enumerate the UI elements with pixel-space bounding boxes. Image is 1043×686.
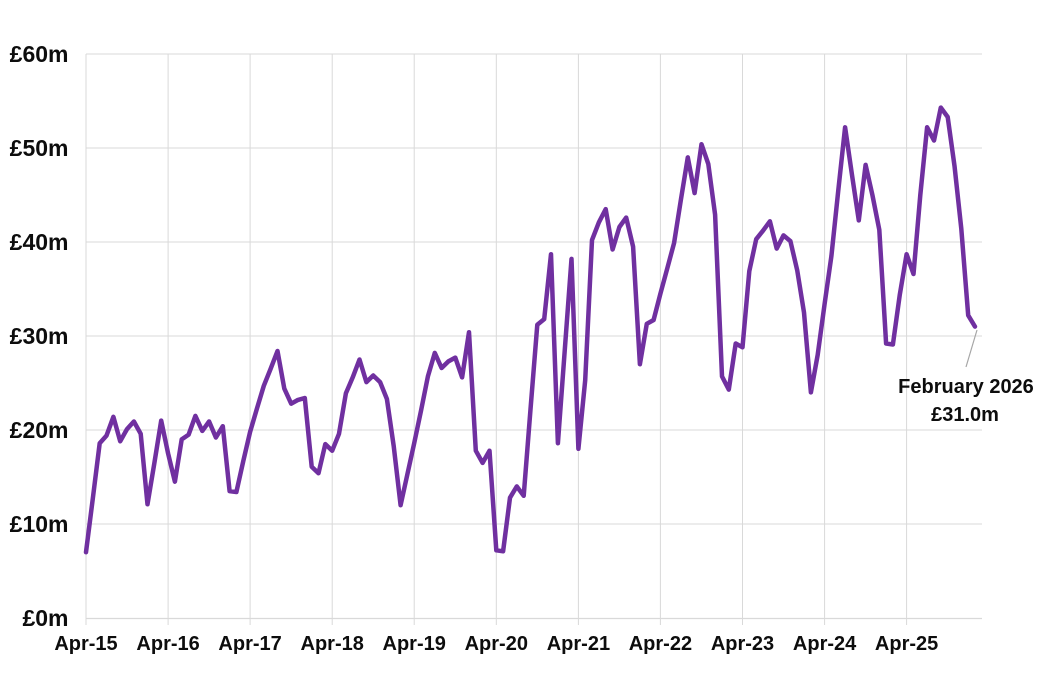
svg-text:£20m: £20m bbox=[10, 417, 69, 443]
svg-text:£50m: £50m bbox=[10, 135, 69, 161]
svg-text:Apr-20: Apr-20 bbox=[465, 633, 528, 655]
svg-text:£40m: £40m bbox=[10, 229, 69, 255]
svg-text:Apr-24: Apr-24 bbox=[793, 633, 857, 655]
svg-text:Apr-15: Apr-15 bbox=[54, 633, 117, 655]
svg-text:Apr-18: Apr-18 bbox=[301, 633, 364, 655]
svg-text:Apr-22: Apr-22 bbox=[629, 633, 692, 655]
svg-text:Apr-21: Apr-21 bbox=[547, 633, 610, 655]
svg-text:Apr-17: Apr-17 bbox=[218, 633, 281, 655]
svg-text:£0m: £0m bbox=[22, 605, 68, 631]
svg-text:Apr-19: Apr-19 bbox=[383, 633, 446, 655]
svg-text:Apr-23: Apr-23 bbox=[711, 633, 774, 655]
svg-text:Apr-25: Apr-25 bbox=[875, 633, 938, 655]
svg-text:February 2026: February 2026 bbox=[898, 376, 1034, 398]
svg-text:£31.0m: £31.0m bbox=[931, 404, 999, 426]
svg-text:£60m: £60m bbox=[10, 41, 69, 67]
svg-text:£30m: £30m bbox=[10, 323, 69, 349]
svg-text:Apr-16: Apr-16 bbox=[136, 633, 199, 655]
svg-text:£10m: £10m bbox=[10, 511, 69, 537]
